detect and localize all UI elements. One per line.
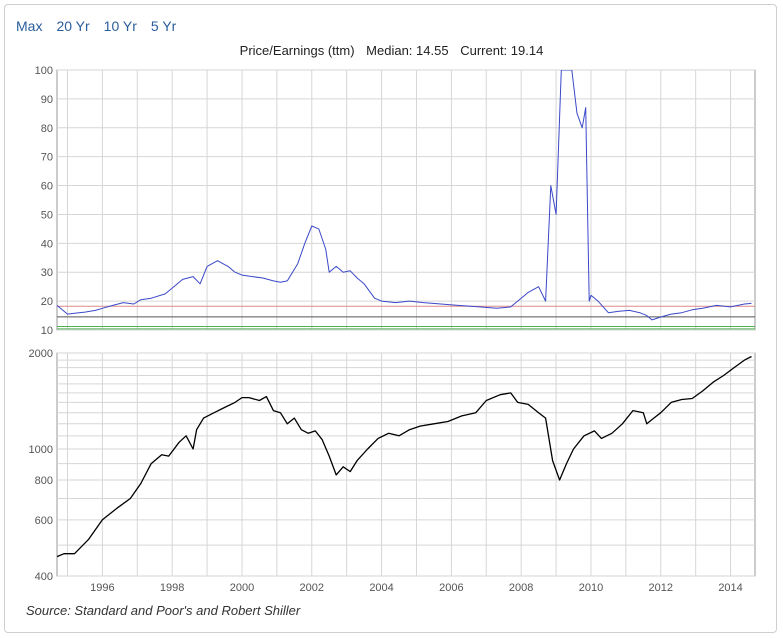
pe-chart-ytick-label: 30 <box>41 267 53 279</box>
chart-frame <box>4 4 777 633</box>
pe-chart-series-line <box>57 70 752 321</box>
pe-chart-plot-area <box>56 69 756 331</box>
price-chart-ytick-label: 1000 <box>29 444 53 456</box>
pe-chart-ytick-label: 20 <box>41 296 53 308</box>
price-chart-xtick-label: 2004 <box>369 582 393 594</box>
price-chart-xtick-label: 2008 <box>509 582 533 594</box>
title-median: Median: 14.55 <box>366 43 449 58</box>
pe-chart-ytick-label: 80 <box>41 123 53 135</box>
pe-chart-ytick-label: 100 <box>35 65 53 77</box>
price-chart-ytick-label: 400 <box>35 571 53 583</box>
source-note: Source: Standard and Poor's and Robert S… <box>26 603 301 618</box>
price-chart-xtick-label: 2002 <box>300 582 324 594</box>
title-current: Current: 19.14 <box>460 43 544 58</box>
chart-title: Price/Earnings (ttm) Median: 14.55 Curre… <box>0 43 783 58</box>
price-chart-xtick-label: 1996 <box>90 582 114 594</box>
pe-chart-ytick-label: 50 <box>41 209 53 221</box>
pe-chart-ytick-label: 10 <box>41 325 53 337</box>
price-chart-ytick-label: 800 <box>35 475 53 487</box>
price-chart-xtick-label: 2014 <box>718 582 742 594</box>
price-chart-ytick-label: 600 <box>35 515 53 527</box>
range-tab-max[interactable]: Max <box>16 18 43 34</box>
price-chart-xtick-label: 2006 <box>439 582 463 594</box>
price-chart-xtick-label: 2010 <box>579 582 603 594</box>
range-tab-20yr[interactable]: 20 Yr <box>56 18 90 34</box>
title-metric: Price/Earnings (ttm) <box>239 43 355 58</box>
price-chart-xtick-label: 2012 <box>649 582 673 594</box>
price-chart-xtick-label: 2000 <box>230 582 254 594</box>
price-chart-xtick-label: 1998 <box>160 582 184 594</box>
range-tabs: Max 20 Yr 10 Yr 5 Yr <box>16 18 176 34</box>
pe-chart-ytick-label: 90 <box>41 94 53 106</box>
pe-chart-ytick-label: 40 <box>41 238 53 250</box>
range-tab-5yr[interactable]: 5 Yr <box>150 18 177 34</box>
price-chart-ytick-label: 2000 <box>29 348 53 360</box>
price-chart-series-line <box>57 355 752 558</box>
range-tab-10yr[interactable]: 10 Yr <box>103 18 137 34</box>
pe-chart-ytick-label: 60 <box>41 181 53 193</box>
price-chart-plot-area <box>56 352 756 577</box>
pe-chart-ytick-label: 70 <box>41 152 53 164</box>
